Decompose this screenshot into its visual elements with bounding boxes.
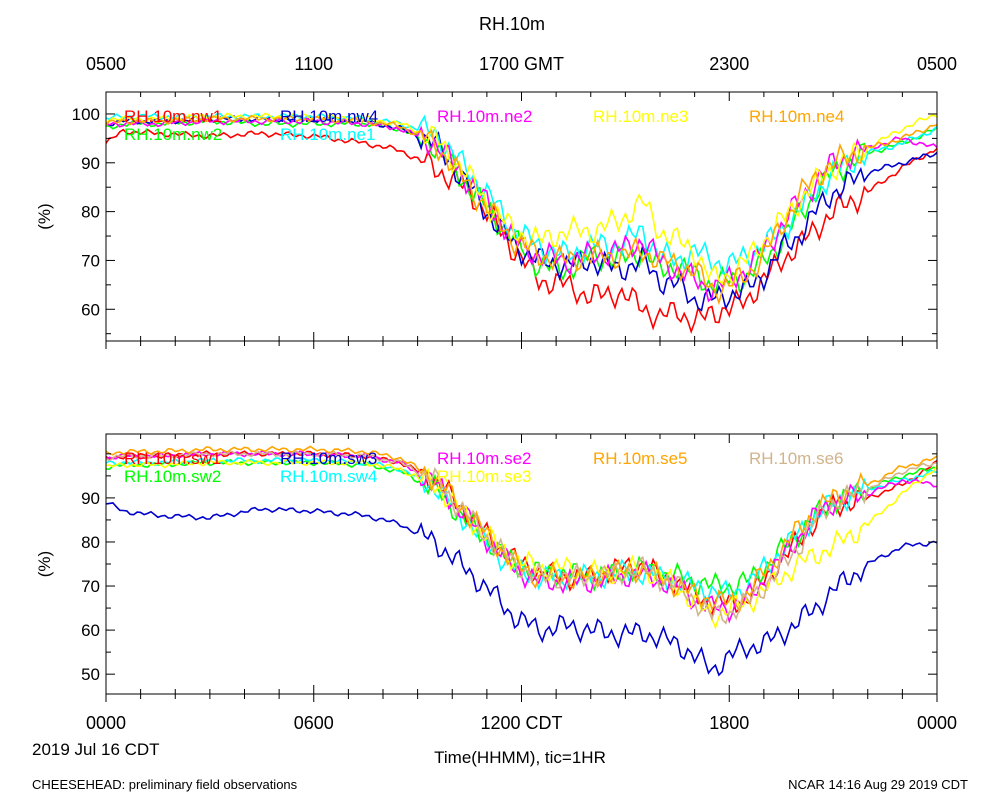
series-line-RH-10m-nw4 — [106, 115, 937, 312]
legend-entry-RH-10m-ne2: RH.10m.ne2 — [437, 107, 532, 126]
series-line-RH-10m-nw2 — [106, 117, 937, 296]
series-lines — [106, 445, 937, 677]
legend-entry-RH-10m-ne3: RH.10m.ne3 — [593, 107, 688, 126]
y-tick-label: 60 — [81, 300, 100, 319]
y-tick-label: 90 — [81, 154, 100, 173]
y-tick-label: 70 — [81, 577, 100, 596]
legend-entry-RH-10m-sw2: RH.10m.sw2 — [124, 467, 221, 486]
plot-frame — [105, 91, 938, 342]
date-label: 2019 Jul 16 CDT — [32, 740, 160, 759]
series-line-RH-10m-se5 — [106, 445, 937, 614]
top-tick-label: 1700 GMT — [479, 54, 564, 74]
x-axis-label: Time(HHMM), tic=1HR — [434, 748, 606, 767]
top-gmt-tick-labels: 0500 1100 1700 GMT 2300 0500 — [86, 54, 957, 74]
y-tick-label: 60 — [81, 621, 100, 640]
series-line-RH-10m-ne3 — [106, 112, 937, 289]
panel-bottom: 5060708090(%)RH.10m.sw1RH.10m.sw2RH.10m.… — [35, 433, 938, 702]
legend-entry-RH-10m-se6: RH.10m.se6 — [749, 449, 843, 468]
bottom-tick-label: 1800 — [709, 713, 749, 733]
legend-entry-RH-10m-nw2: RH.10m.nw2 — [124, 125, 222, 144]
series-line-RH-10m-ne4 — [106, 114, 937, 306]
y-axis-label: (%) — [35, 203, 54, 229]
top-tick-label: 0500 — [917, 54, 957, 74]
y-tick-label: 80 — [81, 533, 100, 552]
legend-entry-RH-10m-se2: RH.10m.se2 — [437, 449, 531, 468]
top-tick-label: 1100 — [294, 54, 333, 74]
figure-title: RH.10m — [479, 14, 545, 34]
bottom-tick-label: 0000 — [917, 713, 957, 733]
legend-entry-RH-10m-se5: RH.10m.se5 — [593, 449, 687, 468]
legend-entry-RH-10m-nw1: RH.10m.nw1 — [124, 107, 222, 126]
legend-entry-RH-10m-sw4: RH.10m.sw4 — [280, 467, 377, 486]
y-tick-label: 70 — [81, 251, 100, 270]
series-line-RH-10m-sw3 — [106, 502, 937, 677]
bottom-cdt-tick-labels: 0000 0600 1200 CDT 1800 0000 — [86, 713, 957, 733]
legend-entry-RH-10m-se3: RH.10m.se3 — [437, 467, 531, 486]
series-lines — [106, 112, 937, 335]
legend-entry-RH-10m-sw1: RH.10m.sw1 — [124, 449, 221, 468]
legend-entry-RH-10m-nw4: RH.10m.nw4 — [280, 107, 378, 126]
panel-top: 60708090100(%)RH.10m.nw1RH.10m.nw2RH.10m… — [35, 91, 938, 349]
legend-entry-RH-10m-ne1: RH.10m.ne1 — [280, 125, 375, 144]
series-line-RH-10m-sw4 — [106, 457, 937, 603]
legend-entry-RH-10m-ne4: RH.10m.ne4 — [749, 107, 844, 126]
y-tick-label: 80 — [81, 203, 100, 222]
footer-left: CHEESEHEAD: preliminary field observatio… — [32, 777, 298, 792]
y-tick-label: 50 — [81, 665, 100, 684]
bottom-tick-label: 0000 — [86, 713, 126, 733]
series-line-RH-10m-se6 — [106, 450, 937, 625]
footer-right: NCAR 14:16 Aug 29 2019 CDT — [788, 777, 968, 792]
bottom-tick-label: 0600 — [294, 713, 334, 733]
y-tick-label: 90 — [81, 489, 100, 508]
bottom-tick-label: 1200 CDT — [480, 713, 562, 733]
y-axis-label: (%) — [35, 551, 54, 577]
y-tick-label: 100 — [72, 105, 100, 124]
legend-entry-RH-10m-sw3: RH.10m.sw3 — [280, 449, 377, 468]
series-line-RH-10m-ne2 — [106, 117, 937, 303]
top-tick-label: 0500 — [86, 54, 126, 74]
top-tick-label: 2300 — [709, 54, 749, 74]
